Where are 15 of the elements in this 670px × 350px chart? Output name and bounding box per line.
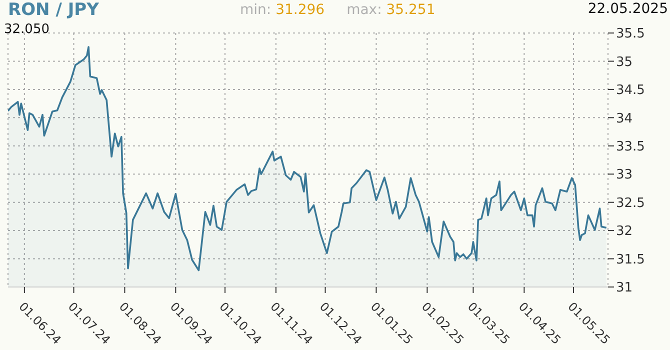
y-tick-label: 35 [616, 54, 633, 70]
y-tick-label: 31.5 [616, 252, 645, 268]
y-tick-label: 34 [616, 111, 633, 126]
y-tick-label: 32 [616, 224, 633, 240]
y-tick-label: 33.5 [616, 140, 645, 155]
y-tick-label: 35.5 [616, 26, 645, 42]
y-tick-label: 31 [616, 280, 633, 296]
text: min: 31.296 [240, 2, 325, 18]
annotation: 32.050 [4, 22, 50, 37]
y-tick-label: 34.5 [616, 83, 645, 98]
text: max: 35.251 [346, 2, 436, 18]
chart-title: RON / JPY [8, 0, 99, 20]
text: 22.05.2025 [588, 1, 668, 17]
y-tick-label: 32.5 [616, 196, 645, 211]
y-tick-label: 33 [616, 168, 633, 183]
